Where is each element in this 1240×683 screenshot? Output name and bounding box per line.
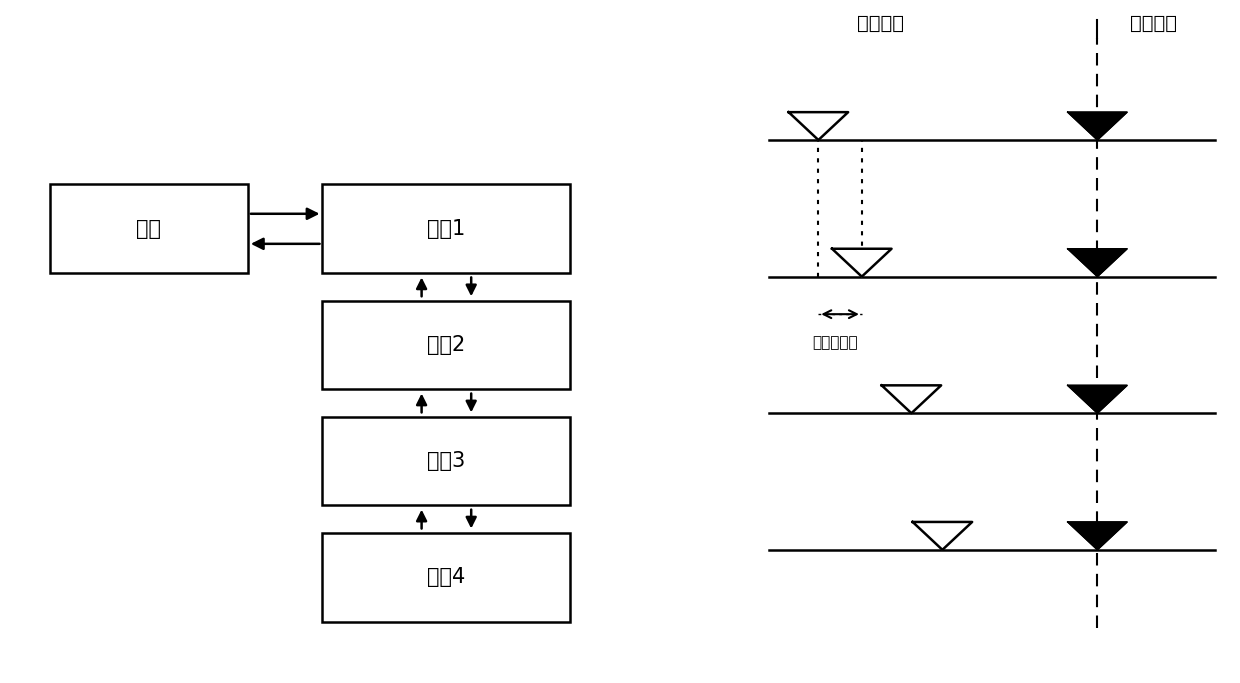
Polygon shape [913, 522, 972, 550]
Polygon shape [882, 385, 941, 413]
Polygon shape [1068, 385, 1127, 413]
FancyBboxPatch shape [50, 184, 248, 273]
FancyBboxPatch shape [322, 301, 570, 389]
Text: 从站1: 从站1 [428, 219, 465, 239]
Text: 从站3: 从站3 [428, 451, 465, 471]
Polygon shape [832, 249, 892, 277]
Text: 数据接收: 数据接收 [857, 14, 904, 33]
Text: 主站: 主站 [136, 219, 161, 239]
Text: 同步执行: 同步执行 [1130, 14, 1177, 33]
FancyBboxPatch shape [322, 417, 570, 505]
Text: 从站4: 从站4 [428, 567, 465, 587]
Polygon shape [1068, 112, 1127, 140]
Text: 轴延迟时间: 轴延迟时间 [812, 335, 858, 350]
FancyBboxPatch shape [322, 533, 570, 622]
Polygon shape [789, 112, 848, 140]
Polygon shape [1068, 249, 1127, 277]
Polygon shape [1068, 522, 1127, 550]
FancyBboxPatch shape [322, 184, 570, 273]
Text: 从站2: 从站2 [428, 335, 465, 355]
